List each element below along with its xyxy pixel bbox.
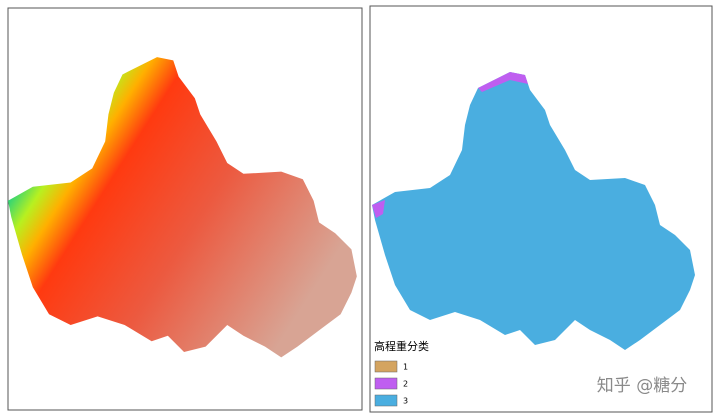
legend: 1 2 3 bbox=[374, 360, 408, 407]
legend-swatch bbox=[374, 377, 398, 390]
class-2-area bbox=[372, 200, 385, 218]
legend-title: 高程重分类 bbox=[374, 339, 429, 353]
legend-label: 2 bbox=[403, 380, 408, 389]
class-2-area bbox=[478, 72, 528, 92]
watermark: 知乎 @糖分 bbox=[597, 376, 687, 396]
legend-label: 3 bbox=[403, 397, 408, 406]
legend-swatch bbox=[374, 394, 398, 407]
legend-swatch bbox=[374, 360, 398, 373]
legend-label: 1 bbox=[403, 363, 408, 372]
